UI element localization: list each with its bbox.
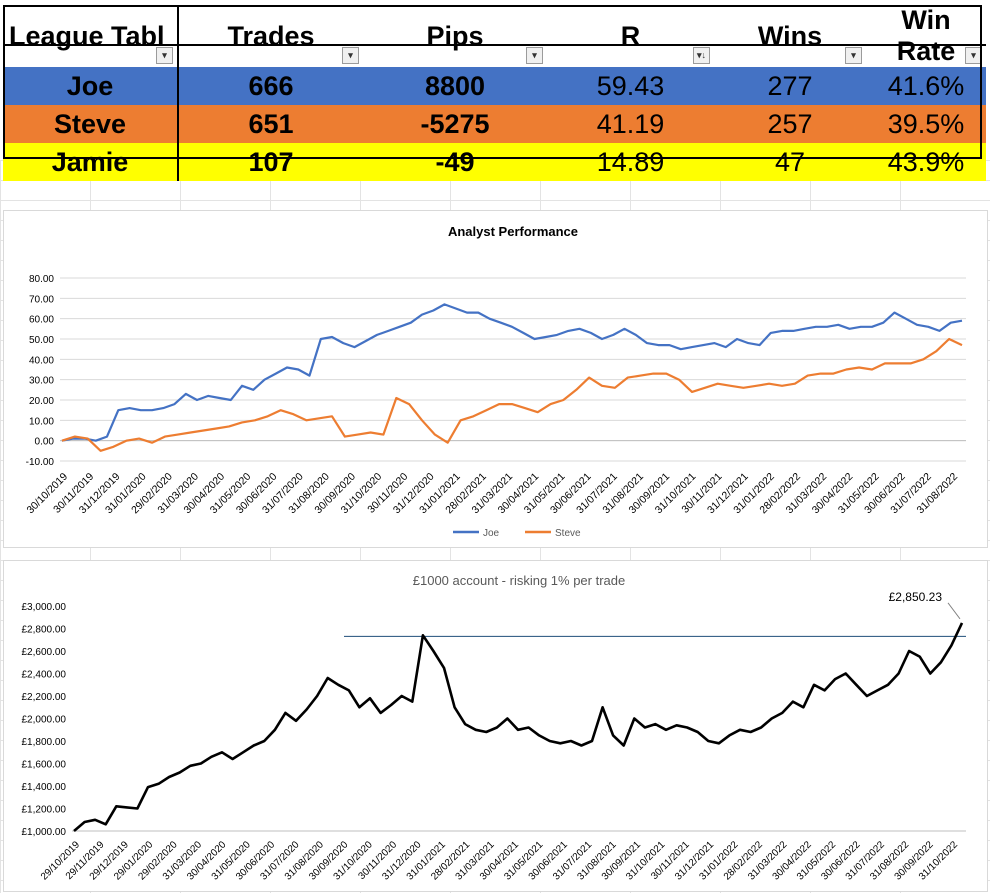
dropdown-filter-icon[interactable]: ▾ bbox=[342, 47, 359, 64]
y-tick-label: £1,400.00 bbox=[22, 782, 67, 793]
y-tick-label: £1,800.00 bbox=[22, 737, 67, 748]
y-tick-label: £1,000.00 bbox=[22, 827, 67, 838]
y-tick-label: £2,600.00 bbox=[22, 647, 67, 658]
y-tick-label: 20.00 bbox=[29, 396, 54, 407]
legend-label: Steve bbox=[555, 528, 581, 539]
series-line-joe bbox=[61, 303, 963, 442]
dropdown-filter-icon[interactable]: ▾ bbox=[965, 47, 982, 64]
y-tick-label: £2,200.00 bbox=[22, 692, 67, 703]
y-tick-label: 30.00 bbox=[29, 376, 54, 387]
table-row: Jamie 107 -49 14.89 47 43.9% bbox=[3, 143, 986, 181]
dropdown-filter-icon[interactable]: ▾ bbox=[526, 47, 543, 64]
analyst-performance-chart[interactable]: Analyst Performance -10.00 0.00 10.00 20.00 3… bbox=[3, 210, 988, 548]
cell-pips[interactable]: -49 bbox=[435, 146, 475, 177]
y-tick-label: £2,800.00 bbox=[22, 625, 67, 636]
data-label: £2,850.23 bbox=[889, 590, 943, 604]
y-tick-label: £1,600.00 bbox=[22, 760, 67, 771]
y-tick-label: -10.00 bbox=[26, 457, 55, 468]
y-tick-label: 80.00 bbox=[29, 274, 54, 285]
dropdown-filter-icon[interactable]: ▾ bbox=[845, 47, 862, 64]
cell-pips[interactable]: 8800 bbox=[424, 70, 486, 101]
cell-r[interactable]: 41.19 bbox=[596, 108, 665, 139]
header-win-rate: Win Rate ▾ bbox=[866, 5, 986, 67]
dropdown-filter-icon[interactable]: ▾ bbox=[156, 47, 173, 64]
header-name: League Tabl ▾ bbox=[3, 5, 179, 67]
account-growth-chart[interactable]: £1000 account - risking 1% per trade £1,0… bbox=[3, 560, 988, 892]
cell-wins[interactable]: 47 bbox=[774, 146, 806, 177]
legend-label: Joe bbox=[483, 528, 500, 539]
header-wins: Wins ▾ bbox=[714, 5, 866, 67]
cell-trades[interactable]: 107 bbox=[248, 146, 294, 177]
table-row: Steve 651 -5275 41.19 257 39.5% bbox=[3, 105, 986, 143]
header-pips-label: Pips bbox=[426, 20, 484, 51]
y-tick-label: 0.00 bbox=[35, 437, 55, 448]
y-tick-label: £2,000.00 bbox=[22, 715, 67, 726]
y-tick-label: 50.00 bbox=[29, 335, 54, 346]
cell-win-rate[interactable]: 39.5% bbox=[887, 108, 965, 139]
header-trades-label: Trades bbox=[227, 20, 315, 51]
cell-pips[interactable]: -5275 bbox=[420, 108, 490, 139]
cell-win-rate[interactable]: 43.9% bbox=[887, 146, 965, 177]
chart-title: £1000 account - risking 1% per trade bbox=[413, 573, 625, 588]
header-divider bbox=[3, 44, 986, 46]
header-wins-label: Wins bbox=[757, 20, 823, 51]
y-tick-label: £3,000.00 bbox=[22, 602, 67, 613]
cell-trades[interactable]: 666 bbox=[248, 70, 294, 101]
cell-trades[interactable]: 651 bbox=[248, 108, 294, 139]
cell-wins[interactable]: 257 bbox=[767, 108, 813, 139]
cell-r[interactable]: 14.89 bbox=[596, 146, 665, 177]
cell-r[interactable]: 59.43 bbox=[596, 70, 665, 101]
chart-title: Analyst Performance bbox=[448, 224, 578, 239]
header-win-rate-label: Win Rate bbox=[896, 5, 956, 66]
cell-wins[interactable]: 277 bbox=[767, 70, 813, 101]
header-name-label: League Tabl bbox=[9, 20, 165, 51]
header-pips: Pips ▾ bbox=[363, 5, 547, 67]
series-line-account bbox=[73, 622, 964, 832]
y-tick-label: 70.00 bbox=[29, 294, 54, 305]
header-r-label: R bbox=[620, 20, 641, 51]
y-tick-label: 10.00 bbox=[29, 416, 54, 427]
cell-name[interactable]: Joe bbox=[3, 67, 179, 105]
league-table: League Tabl ▾ Trades ▾ Pips ▾ R ▾↓ Wins ▾ Win… bbox=[3, 5, 986, 181]
y-tick-label: £1,200.00 bbox=[22, 805, 67, 816]
sort-descending-icon[interactable]: ▾↓ bbox=[693, 47, 710, 64]
header-r: R ▾↓ bbox=[547, 5, 714, 67]
table-row: Joe 666 8800 59.43 277 41.6% bbox=[3, 67, 986, 105]
annotation-leader bbox=[947, 602, 961, 620]
header-trades: Trades ▾ bbox=[178, 5, 363, 67]
analyst-performance-svg: Analyst Performance -10.00 0.00 10.00 20.00 3… bbox=[24, 224, 966, 539]
y-tick-label: 60.00 bbox=[29, 315, 54, 326]
cell-name[interactable]: Steve bbox=[3, 105, 179, 143]
y-tick-label: £2,400.00 bbox=[22, 670, 67, 681]
cell-name[interactable]: Jamie bbox=[3, 143, 179, 181]
y-tick-label: 40.00 bbox=[29, 355, 54, 366]
cell-win-rate[interactable]: 41.6% bbox=[887, 70, 965, 101]
account-growth-svg: £1000 account - risking 1% per trade £1,0… bbox=[22, 573, 966, 883]
league-table-header: League Tabl ▾ Trades ▾ Pips ▾ R ▾↓ Wins ▾ Win… bbox=[3, 5, 986, 67]
series-line-steve bbox=[61, 337, 963, 452]
